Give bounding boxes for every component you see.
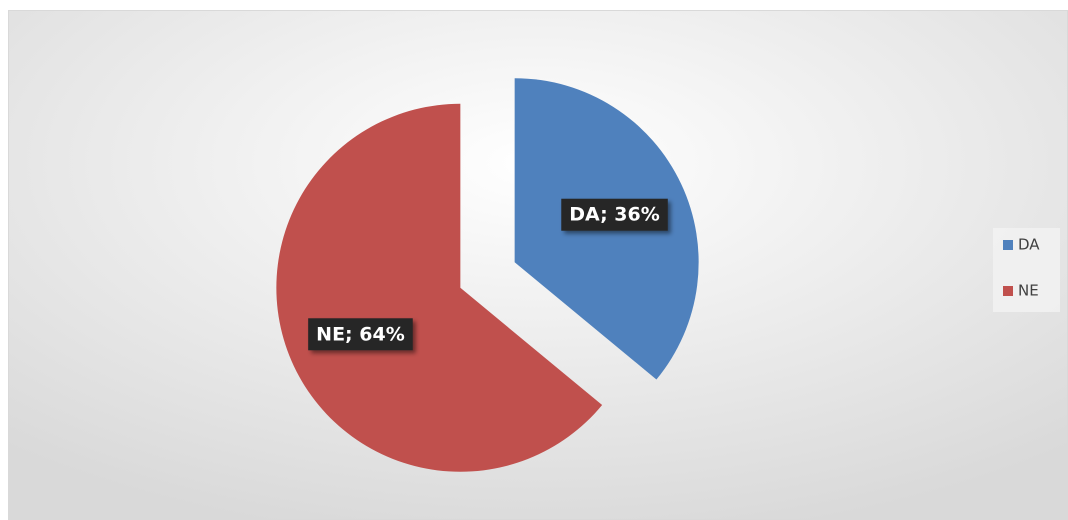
legend-label: DA	[1018, 236, 1040, 254]
data-label-box	[308, 318, 413, 351]
legend-swatch	[1003, 240, 1013, 250]
data-label-box	[561, 198, 668, 231]
data-label: NE; 64%	[316, 323, 405, 345]
legend-swatch	[1003, 286, 1013, 296]
data-label: DA; 36%	[569, 204, 660, 226]
legend-label: NE	[1018, 282, 1039, 300]
pie-slice	[276, 103, 603, 472]
